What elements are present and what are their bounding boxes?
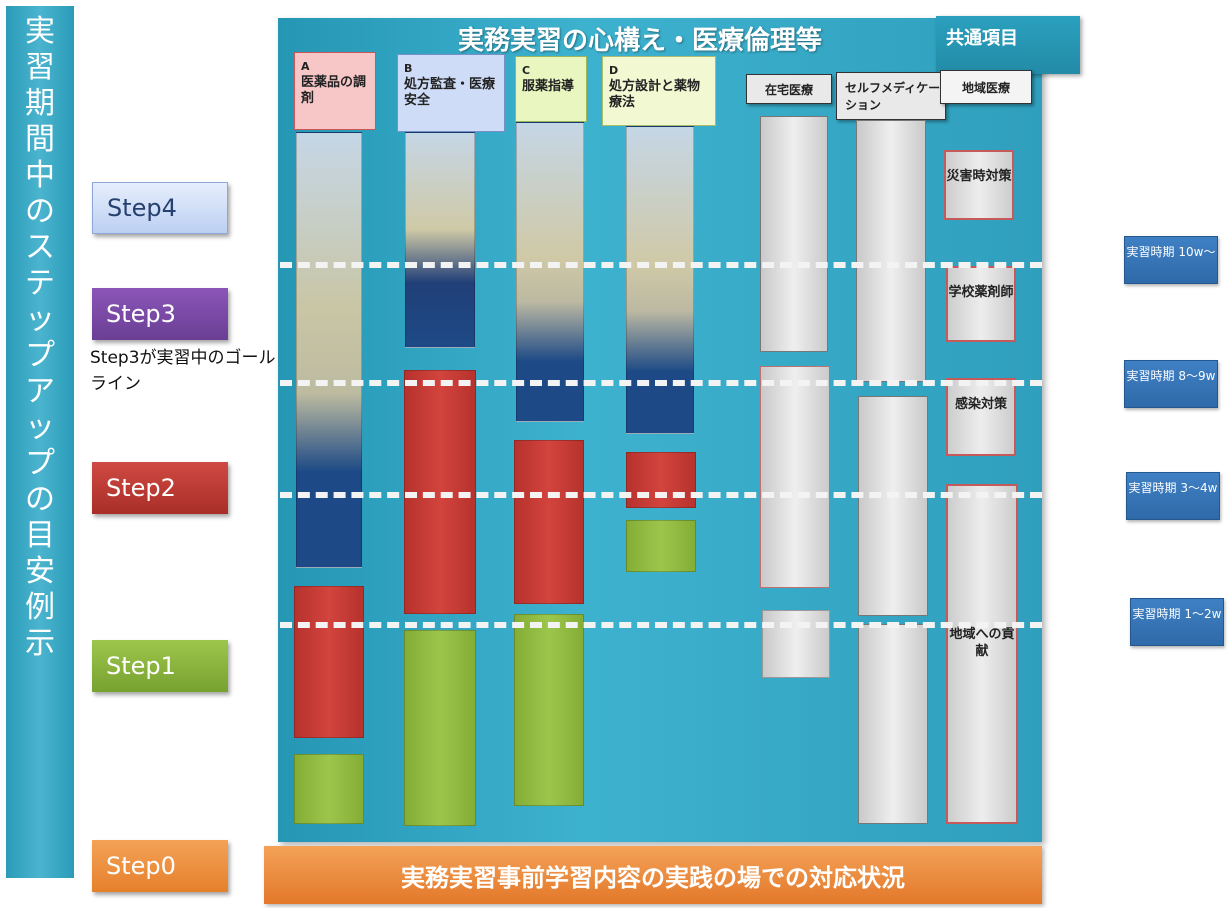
bar-self-medication-2 xyxy=(858,396,928,616)
bar-b-green xyxy=(404,630,476,826)
goal-line-note: Step3が実習中のゴールライン xyxy=(90,348,276,394)
bar-home-care-2 xyxy=(760,366,830,588)
community-box-infection-control: 感染対策 xyxy=(946,378,1016,456)
column-d-label: 処方設計と薬物療法 xyxy=(609,79,701,110)
column-a-letter: A xyxy=(301,60,310,73)
column-header-home-care: 在宅医療 xyxy=(746,74,832,104)
community-box-school-pharmacist: 学校薬剤師 xyxy=(946,266,1016,342)
bar-c-red xyxy=(514,440,584,604)
community-box-disaster: 災害時対策 xyxy=(944,150,1014,220)
vertical-banner: 実習期間中のステップアップの目安 例示 xyxy=(6,6,85,878)
common-items-label: 共通項目 xyxy=(936,16,1080,74)
bottom-bar: 実務実習事前学習内容の実践の場での対応状況 xyxy=(264,846,1042,904)
bar-a-red xyxy=(294,586,364,738)
step0-label: Step0 xyxy=(92,840,228,892)
dashed-divider-2 xyxy=(280,380,1042,386)
column-header-b: B 処方監査・医療安全 xyxy=(397,54,505,132)
column-a-label: 医薬品の調剤 xyxy=(301,75,367,106)
vertical-banner-text: 実習期間中のステップアップの目安 例示 xyxy=(25,14,85,661)
bar-c-gradient xyxy=(516,122,584,422)
bar-b-gradient xyxy=(405,132,475,348)
bar-a-green xyxy=(294,754,364,824)
column-c-label: 服薬指導 xyxy=(522,79,575,94)
bar-d-red xyxy=(626,452,696,508)
bar-c-green xyxy=(514,614,584,806)
step2-label: Step2 xyxy=(92,462,228,514)
column-header-c: C 服薬指導 xyxy=(515,56,587,122)
duration-box-2: 実習時期 8～9w xyxy=(1124,360,1218,408)
column-b-label: 処方監査・医療安全 xyxy=(404,77,496,108)
bar-d-green xyxy=(626,520,696,572)
bar-home-care-1 xyxy=(760,116,828,352)
column-header-self-medication: セルフメディケーション xyxy=(836,72,946,120)
step1-label: Step1 xyxy=(92,640,228,692)
step3-label: Step3 xyxy=(92,288,228,340)
bar-d-gradient xyxy=(626,126,694,434)
bar-self-medication-1 xyxy=(856,120,926,382)
column-c-letter: C xyxy=(522,64,531,77)
column-b-letter: B xyxy=(404,62,413,75)
dashed-divider-3 xyxy=(280,492,1042,498)
community-box-contribution: 地域への貢献 xyxy=(946,484,1018,824)
bar-home-care-3 xyxy=(762,610,830,678)
column-header-a: A 医薬品の調剤 xyxy=(294,52,376,130)
bar-a-gradient xyxy=(296,132,362,568)
panel-title: 実務実習の心構え・医療倫理等 xyxy=(457,26,822,56)
dashed-divider-4 xyxy=(280,622,1042,628)
dashed-divider-1 xyxy=(280,262,1042,268)
column-d-letter: D xyxy=(609,64,619,77)
duration-box-3: 実習時期 3～4w xyxy=(1126,472,1220,520)
column-header-d: D 処方設計と薬物療法 xyxy=(602,56,716,126)
column-header-community-medicine: 地域医療 xyxy=(940,70,1032,104)
step4-label: Step4 xyxy=(92,182,228,234)
bar-self-medication-3 xyxy=(858,624,928,824)
duration-box-4: 実習時期 1～2w xyxy=(1130,598,1224,646)
duration-box-1: 実習時期 10w～ xyxy=(1124,236,1218,284)
